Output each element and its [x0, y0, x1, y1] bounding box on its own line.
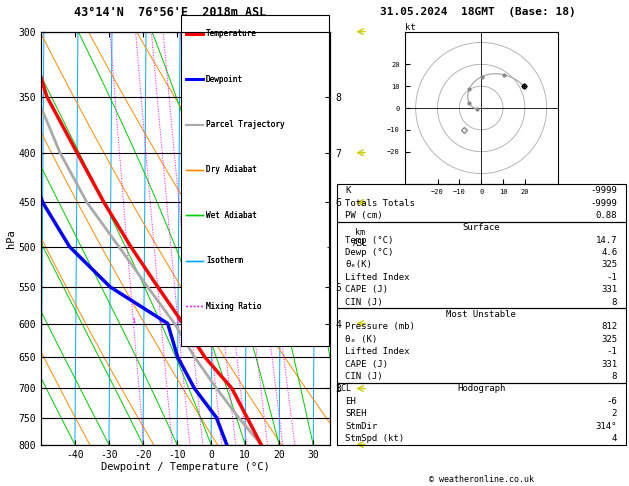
Text: Dewpoint: Dewpoint [206, 74, 243, 84]
Text: 8: 8 [612, 297, 617, 307]
Text: Dry Adiabat: Dry Adiabat [206, 165, 257, 174]
Text: K: K [345, 186, 350, 195]
Text: 4: 4 [189, 317, 192, 324]
Text: Totals Totals: Totals Totals [345, 198, 415, 208]
Text: Lifted Index: Lifted Index [345, 347, 409, 356]
Bar [337, 309, 626, 383]
Text: -9999: -9999 [590, 186, 617, 195]
Text: 331: 331 [601, 285, 617, 295]
Text: 10: 10 [229, 317, 237, 324]
Text: Dewp (°C): Dewp (°C) [345, 248, 394, 257]
Bar [337, 222, 626, 309]
Text: EH: EH [345, 397, 356, 406]
Bar [337, 185, 626, 222]
Text: Temperature: Temperature [206, 29, 257, 38]
Text: SREH: SREH [345, 409, 367, 418]
Text: 31.05.2024  18GMT  (Base: 18): 31.05.2024 18GMT (Base: 18) [380, 7, 576, 17]
Text: 4: 4 [612, 434, 617, 443]
Text: CIN (J): CIN (J) [345, 372, 383, 381]
Text: θₑ(K): θₑ(K) [345, 260, 372, 270]
Text: 15: 15 [249, 317, 257, 324]
Text: kt: kt [405, 22, 416, 32]
Text: 812: 812 [601, 322, 617, 331]
Text: StmDir: StmDir [345, 421, 377, 431]
Y-axis label: km
ASL: km ASL [353, 228, 368, 248]
Text: CAPE (J): CAPE (J) [345, 285, 388, 295]
Text: Wet Adiabat: Wet Adiabat [206, 211, 257, 220]
Y-axis label: hPa: hPa [6, 229, 16, 247]
Text: 314°: 314° [596, 421, 617, 431]
Text: 3: 3 [176, 317, 181, 324]
Text: -9999: -9999 [590, 198, 617, 208]
Text: Parcel Trajectory: Parcel Trajectory [206, 120, 284, 129]
Text: 2: 2 [159, 317, 163, 324]
Text: Temp (°C): Temp (°C) [345, 236, 394, 245]
Text: 14.7: 14.7 [596, 236, 617, 245]
Text: Isotherm: Isotherm [206, 256, 243, 265]
Text: 25: 25 [276, 317, 284, 324]
Text: Dewpoint: Dewpoint [206, 74, 243, 84]
Text: 0.88: 0.88 [596, 211, 617, 220]
Text: Wet Adiabat: Wet Adiabat [206, 211, 257, 220]
Text: Hodograph: Hodograph [457, 384, 505, 394]
Bar [337, 383, 626, 445]
Text: Dry Adiabat: Dry Adiabat [206, 165, 257, 174]
Text: 325: 325 [601, 335, 617, 344]
Text: CAPE (J): CAPE (J) [345, 360, 388, 369]
X-axis label: Dewpoint / Temperature (°C): Dewpoint / Temperature (°C) [101, 462, 270, 472]
Text: Isotherm: Isotherm [206, 256, 243, 265]
Text: Parcel Trajectory: Parcel Trajectory [206, 120, 284, 129]
Text: 4.6: 4.6 [601, 248, 617, 257]
Text: Mixing Ratio: Mixing Ratio [206, 302, 261, 311]
Text: CIN (J): CIN (J) [345, 297, 383, 307]
Text: θₑ (K): θₑ (K) [345, 335, 377, 344]
Text: LCL: LCL [336, 384, 351, 393]
Text: 8: 8 [612, 372, 617, 381]
Text: Surface: Surface [462, 223, 500, 232]
Text: 1: 1 [131, 317, 136, 324]
Text: 43°14'N  76°56'E  2018m ASL: 43°14'N 76°56'E 2018m ASL [74, 6, 266, 18]
Text: 6: 6 [207, 317, 211, 324]
FancyBboxPatch shape [181, 15, 329, 346]
Text: -6: -6 [606, 397, 617, 406]
Text: Most Unstable: Most Unstable [446, 310, 516, 319]
Text: 2: 2 [612, 409, 617, 418]
Text: 8: 8 [220, 317, 225, 324]
Text: 325: 325 [601, 260, 617, 270]
Text: Temperature: Temperature [206, 29, 257, 38]
Text: © weatheronline.co.uk: © weatheronline.co.uk [429, 474, 533, 484]
Text: Lifted Index: Lifted Index [345, 273, 409, 282]
Text: -1: -1 [606, 273, 617, 282]
Text: Mixing Ratio: Mixing Ratio [206, 302, 261, 311]
Text: -1: -1 [606, 347, 617, 356]
Text: 20: 20 [264, 317, 272, 324]
Text: PW (cm): PW (cm) [345, 211, 383, 220]
Text: Pressure (mb): Pressure (mb) [345, 322, 415, 331]
Text: StmSpd (kt): StmSpd (kt) [345, 434, 404, 443]
Text: 331: 331 [601, 360, 617, 369]
